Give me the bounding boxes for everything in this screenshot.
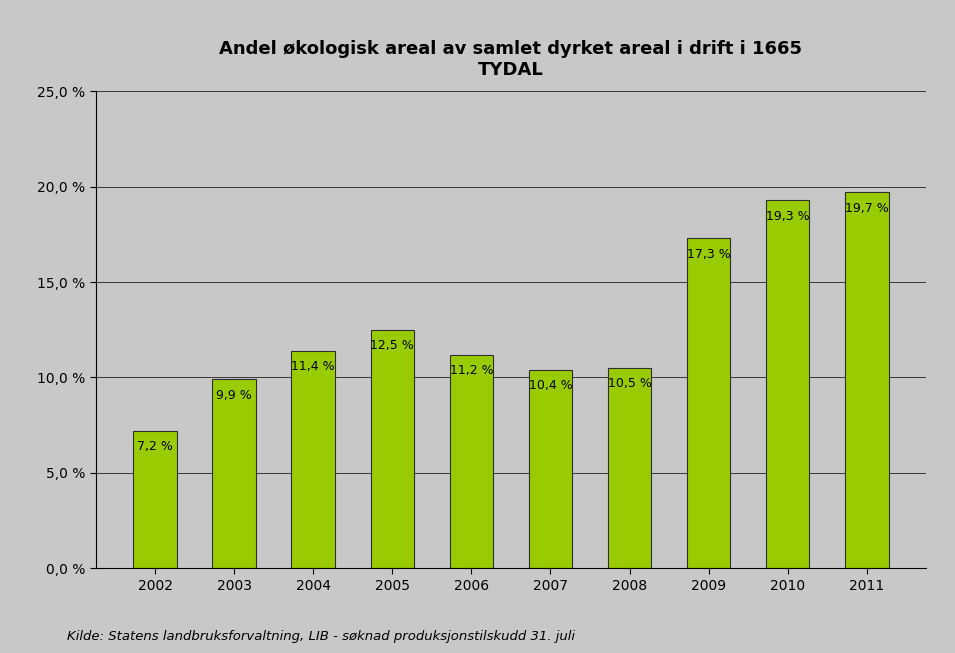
Text: 7,2 %: 7,2 % bbox=[138, 440, 173, 453]
Text: 10,5 %: 10,5 % bbox=[607, 377, 651, 390]
Title: Andel økologisk areal av samlet dyrket areal i drift i 1665
TYDAL: Andel økologisk areal av samlet dyrket a… bbox=[220, 40, 802, 79]
Bar bbox=[766, 200, 810, 568]
Text: 17,3 %: 17,3 % bbox=[687, 247, 731, 261]
Bar bbox=[529, 370, 572, 568]
Bar bbox=[845, 193, 888, 568]
Bar bbox=[607, 368, 651, 568]
Text: Kilde: Statens landbruksforvaltning, LIB - søknad produksjonstilskudd 31. juli: Kilde: Statens landbruksforvaltning, LIB… bbox=[67, 630, 575, 643]
Bar bbox=[371, 330, 414, 568]
Bar bbox=[687, 238, 731, 568]
Text: 19,7 %: 19,7 % bbox=[845, 202, 889, 215]
Bar bbox=[450, 355, 493, 568]
Text: 11,4 %: 11,4 % bbox=[291, 360, 335, 374]
Text: 19,3 %: 19,3 % bbox=[766, 210, 810, 223]
Text: 12,5 %: 12,5 % bbox=[371, 340, 414, 353]
Text: 9,9 %: 9,9 % bbox=[216, 389, 252, 402]
Bar bbox=[212, 379, 256, 568]
Bar bbox=[291, 351, 335, 568]
Bar bbox=[134, 431, 177, 568]
Text: 11,2 %: 11,2 % bbox=[450, 364, 493, 377]
Text: 10,4 %: 10,4 % bbox=[529, 379, 572, 392]
